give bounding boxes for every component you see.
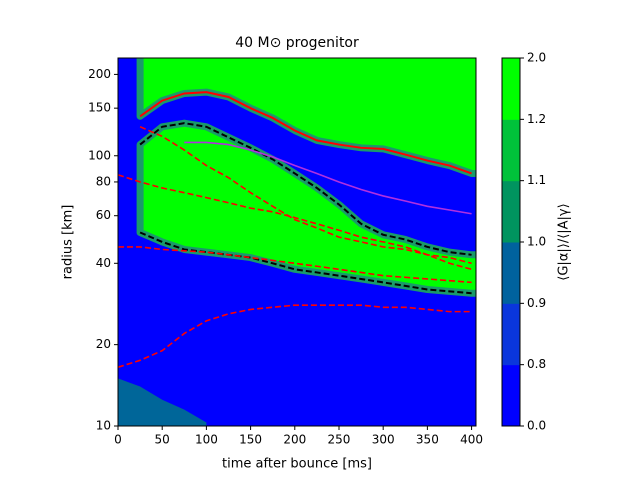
contour-line	[118, 304, 472, 368]
colorbar-segment	[502, 58, 520, 120]
colorbar-tick-label: 0.8	[527, 357, 546, 371]
x-axis-label: time after bounce [ms]	[222, 457, 372, 472]
x-tick-label: 150	[239, 433, 262, 447]
colorbar-segment	[502, 180, 520, 243]
y-tick-label: 10	[96, 419, 111, 433]
x-tick-label: 100	[195, 433, 218, 447]
y-tick-label: 60	[96, 208, 111, 222]
colorbar-tick-label: 0.0	[527, 419, 546, 433]
y-tick-label: 40	[96, 256, 111, 270]
colorbar-segment	[502, 303, 520, 366]
y-tick-label: 80	[96, 174, 111, 188]
y-axis-label: radius [km]	[61, 205, 76, 280]
colorbar-segment	[502, 242, 520, 304]
y-tick-label: 150	[88, 101, 111, 115]
contour-line	[139, 126, 472, 265]
x-tick-label: 300	[372, 433, 395, 447]
colorbar-segment	[502, 364, 520, 427]
colorbar-tick-label: 1.1	[527, 173, 546, 187]
plot-area	[118, 58, 476, 426]
contour-edge	[139, 122, 472, 256]
colorbar-tick-label: 1.0	[527, 235, 546, 249]
y-tick-label: 100	[88, 148, 111, 162]
x-tick-label: 250	[328, 433, 351, 447]
colorbar-tick-label: 2.0	[527, 51, 546, 65]
contour-line	[184, 141, 472, 215]
colorbar-segment	[502, 119, 520, 182]
y-tick-label: 20	[96, 337, 111, 351]
x-tick-label: 0	[114, 433, 122, 447]
colorbar-tick-label: 1.2	[527, 112, 546, 126]
contour-region	[118, 378, 207, 426]
y-tick-label: 200	[88, 67, 111, 81]
plot-frame	[117, 57, 477, 427]
x-tick-label: 50	[155, 433, 170, 447]
x-tick-label: 350	[416, 433, 439, 447]
chart-title: 40 M⊙ progenitor	[235, 35, 359, 51]
contour-line	[118, 174, 472, 271]
contour-line	[118, 246, 472, 284]
x-tick-label: 400	[460, 433, 483, 447]
x-tick-label: 200	[283, 433, 306, 447]
colorbar-tick-label: 0.9	[527, 296, 546, 310]
colorbar-label: ⟨G|α|⟩/⟨|A|γ⟩	[557, 203, 572, 280]
contour-edge	[139, 91, 472, 175]
